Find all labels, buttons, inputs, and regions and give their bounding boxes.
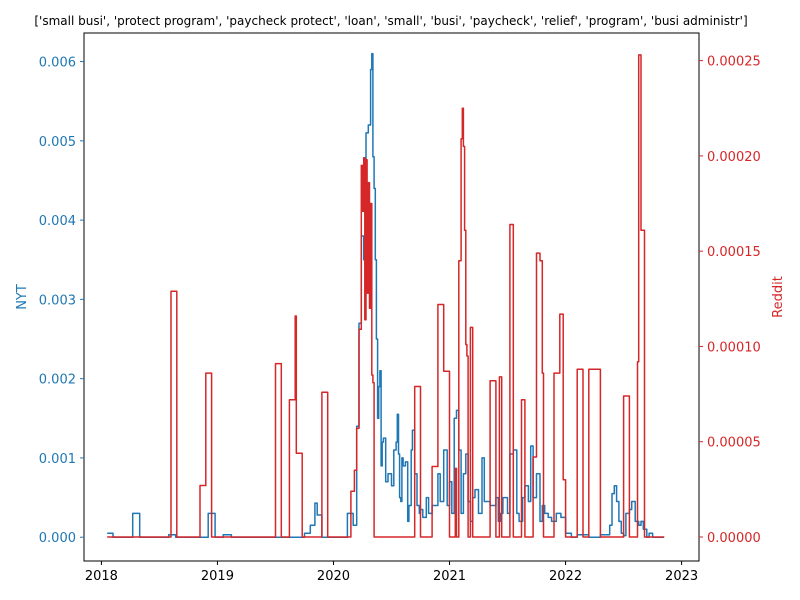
x-tick-label: 2021: [433, 569, 466, 584]
x-tick-label: 2023: [665, 569, 698, 584]
y-tick-label-right: 0.00010: [707, 340, 761, 355]
chart-title: ['small busi', 'protect program', 'paych…: [34, 14, 747, 28]
y-axis-label-right: Reddit: [771, 276, 786, 318]
x-tick-label: 2018: [85, 569, 118, 584]
y-tick-label-left: 0.004: [39, 214, 76, 229]
y-tick-label-right: 0.00025: [707, 55, 761, 70]
x-tick-label: 2019: [201, 569, 234, 584]
series-line-reddit: [107, 54, 665, 538]
y-tick-label-right: 0.00015: [707, 245, 761, 260]
y-tick-label-left: 0.001: [39, 452, 76, 467]
y-tick-label-right: 0.00020: [707, 150, 761, 165]
y-tick-label-left: 0.005: [39, 135, 76, 150]
y-tick-label-left: 0.006: [39, 56, 76, 71]
x-tick-label: 2022: [549, 569, 582, 584]
plot-frame: [83, 32, 700, 562]
x-tick-label: 2020: [317, 569, 350, 584]
y-tick-label-left: 0.000: [39, 531, 76, 546]
y-axis-label-left: NYT: [15, 284, 30, 310]
axes: 2018 2019 2020 2021 2022 2023 0.000 0.001 0.002 0…: [39, 32, 761, 584]
y-tick-label-left: 0.002: [39, 373, 76, 388]
y-tick-label-left: 0.003: [39, 293, 76, 308]
y-tick-label-right: 0.00000: [707, 531, 761, 546]
plot-lines: [107, 52, 665, 538]
y-tick-label-right: 0.00005: [707, 436, 761, 451]
series-line-nyt: [107, 52, 665, 538]
